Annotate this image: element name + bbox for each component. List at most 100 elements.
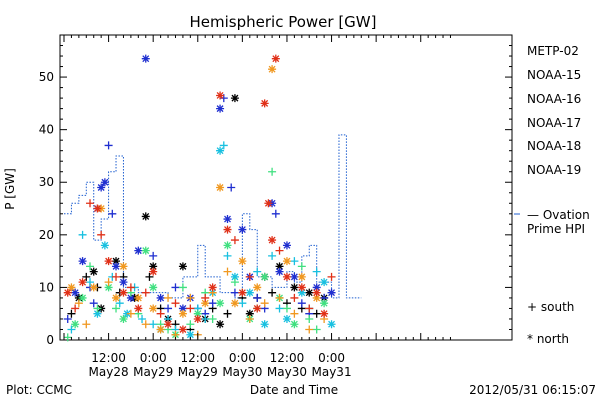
data-point-north bbox=[282, 257, 291, 266]
data-point-south bbox=[93, 304, 102, 313]
x-tick-label-date: May28 bbox=[89, 365, 129, 379]
x-axis: 12:00May280:00May2912:00May290:00May3012… bbox=[63, 35, 451, 379]
data-point-south bbox=[86, 199, 95, 208]
data-point-south bbox=[78, 230, 87, 239]
legend-ovation-label: — Ovation bbox=[527, 208, 590, 222]
data-point-south bbox=[290, 293, 299, 302]
x-tick-label-time: 12:00 bbox=[270, 351, 305, 365]
data-point-north bbox=[275, 262, 284, 271]
data-point-north bbox=[327, 320, 336, 329]
data-point-south bbox=[164, 304, 173, 313]
data-point-north bbox=[275, 267, 284, 276]
data-point-north bbox=[93, 309, 102, 318]
data-point-south bbox=[253, 267, 262, 276]
data-point-north bbox=[290, 283, 299, 292]
chart-title: Hemispheric Power [GW] bbox=[190, 13, 377, 31]
data-point-south bbox=[141, 320, 150, 329]
data-point-south bbox=[82, 320, 91, 329]
data-point-south bbox=[305, 314, 314, 323]
data-point-south bbox=[104, 278, 113, 287]
data-point-north bbox=[201, 299, 210, 308]
legend-south-symbol: + south bbox=[527, 300, 574, 314]
data-point-south bbox=[268, 288, 277, 297]
x-tick-label-time: 12:00 bbox=[180, 351, 215, 365]
data-point-south bbox=[104, 141, 113, 150]
data-point-north bbox=[297, 283, 306, 292]
data-point-north bbox=[193, 309, 202, 318]
data-point-north bbox=[216, 299, 225, 308]
series-noaa-17 bbox=[63, 167, 329, 342]
data-point-north bbox=[67, 283, 76, 292]
legend-entry-noaa-19: NOAA-19 bbox=[527, 163, 581, 177]
legend-entry-noaa-15: NOAA-15 bbox=[527, 68, 581, 82]
data-point-north bbox=[134, 246, 143, 255]
data-point-south bbox=[297, 262, 306, 271]
x-tick-label-date: May30 bbox=[267, 365, 307, 379]
data-point-north bbox=[238, 288, 247, 297]
data-point-north bbox=[305, 288, 314, 297]
data-point-north bbox=[216, 183, 225, 192]
data-point-north bbox=[230, 299, 239, 308]
data-point-north bbox=[71, 288, 80, 297]
data-point-south bbox=[260, 299, 269, 308]
legend-entry-noaa-16: NOAA-16 bbox=[527, 92, 581, 106]
data-point-south bbox=[126, 283, 135, 292]
data-point-north bbox=[282, 241, 291, 250]
plot-area bbox=[59, 34, 513, 341]
data-point-south bbox=[245, 272, 254, 281]
legend: METP-02 NOAA-15 NOAA-16 NOAA-17 NOAA-18 … bbox=[527, 44, 590, 346]
data-point-north bbox=[223, 225, 232, 234]
data-point-south bbox=[186, 304, 195, 313]
data-point-south bbox=[282, 304, 291, 313]
series-noaa-19 bbox=[63, 54, 336, 334]
data-point-south bbox=[312, 267, 321, 276]
legend-entry-metp-02: METP-02 bbox=[527, 44, 579, 58]
data-point-north bbox=[312, 293, 321, 302]
data-point-north bbox=[193, 314, 202, 323]
x-tick-label-date: May29 bbox=[178, 365, 218, 379]
y-tick-label: 40 bbox=[39, 123, 54, 137]
data-point-north bbox=[320, 299, 329, 308]
satellite-data-points bbox=[63, 54, 336, 342]
data-point-north bbox=[216, 104, 225, 113]
footer-plot-credit: Plot: CCMC bbox=[6, 383, 72, 397]
data-point-south bbox=[223, 251, 232, 260]
data-point-south bbox=[227, 183, 236, 192]
data-point-north bbox=[78, 257, 87, 266]
y-axis: 0 10 20 30 40 50 bbox=[39, 34, 512, 347]
data-point-north bbox=[97, 183, 106, 192]
data-point-north bbox=[112, 257, 121, 266]
data-point-south bbox=[149, 320, 158, 329]
legend-entry-noaa-18: NOAA-18 bbox=[527, 139, 581, 153]
data-point-north bbox=[282, 272, 291, 281]
data-point-south bbox=[67, 325, 76, 334]
data-point-south bbox=[63, 333, 72, 342]
data-point-south bbox=[86, 262, 95, 271]
data-point-north bbox=[282, 314, 291, 323]
data-point-south bbox=[186, 293, 195, 302]
series-noaa-16 bbox=[67, 141, 336, 339]
ovation-step-line bbox=[64, 134, 362, 299]
data-point-north bbox=[149, 283, 158, 292]
data-point-north bbox=[178, 325, 187, 334]
data-point-south bbox=[245, 314, 254, 323]
data-point-south bbox=[108, 209, 117, 218]
data-point-north bbox=[268, 65, 277, 74]
data-point-south bbox=[89, 299, 98, 308]
y-tick-label: 30 bbox=[39, 175, 54, 189]
data-point-south bbox=[164, 293, 173, 302]
data-point-north bbox=[268, 236, 277, 245]
data-point-south bbox=[275, 246, 284, 255]
data-point-north bbox=[290, 320, 299, 329]
y-tick-label: 10 bbox=[39, 280, 54, 294]
data-point-north bbox=[245, 288, 254, 297]
data-point-south bbox=[268, 251, 277, 260]
data-point-north bbox=[216, 320, 225, 329]
data-point-south bbox=[290, 309, 299, 318]
x-tick-label-date: May30 bbox=[222, 365, 262, 379]
data-point-north bbox=[141, 54, 150, 63]
data-point-south bbox=[230, 236, 239, 245]
data-point-north bbox=[164, 320, 173, 329]
legend-entry-noaa-17: NOAA-17 bbox=[527, 116, 581, 130]
